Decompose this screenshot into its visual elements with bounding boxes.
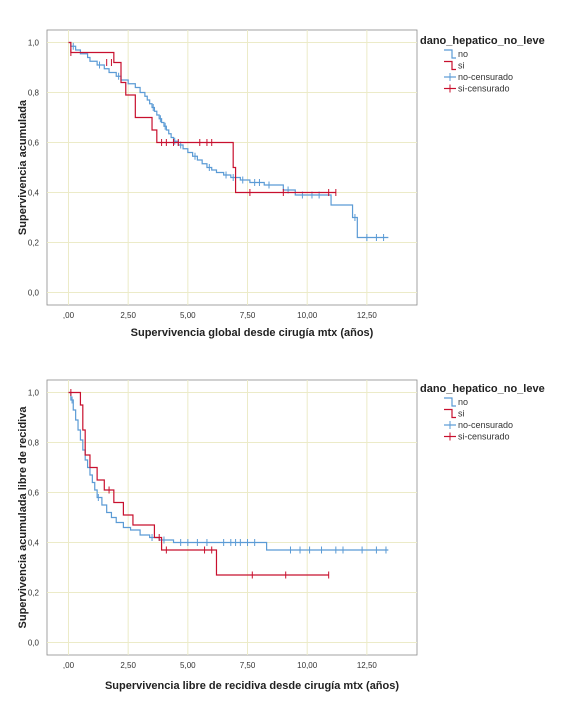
y-tick-label: 0,2 bbox=[28, 589, 40, 598]
x-tick-label: 7,50 bbox=[240, 661, 256, 670]
legend-label-si-censurado: si-censurado bbox=[458, 84, 510, 94]
x-axis-title: Supervivencia libre de recidiva desde ci… bbox=[105, 680, 399, 692]
y-tick-label: 1,0 bbox=[28, 389, 40, 398]
x-tick-label: 2,50 bbox=[120, 661, 136, 670]
x-axis-title: Supervivencia global desde cirugía mtx (… bbox=[131, 327, 374, 339]
legend-label-si-censurado: si-censurado bbox=[458, 432, 510, 442]
y-tick-label: 0,4 bbox=[28, 189, 40, 198]
legend-label-no-censurado: no-censurado bbox=[458, 72, 513, 82]
y-tick-label: 1,0 bbox=[28, 39, 40, 48]
y-axis-title: Supervivencia acumulada bbox=[17, 99, 29, 235]
legend-label-no: no bbox=[458, 49, 468, 59]
x-tick-label: 2,50 bbox=[120, 311, 136, 320]
x-tick-label: 12,50 bbox=[357, 661, 378, 670]
legend-title: dano_hepatico_no_leve bbox=[420, 383, 545, 395]
x-tick-label: ,00 bbox=[63, 661, 75, 670]
legend-swatch-si bbox=[444, 60, 456, 71]
legend-swatch-no bbox=[444, 49, 456, 59]
plot-area bbox=[46, 379, 418, 656]
chart-overall-survival: 0,0 0,2 0,4 0,6 0,8 1,0 ,00 2,50 5,00 7,50 10,00 12… bbox=[17, 29, 545, 339]
x-tick-label: 10,00 bbox=[297, 311, 318, 320]
legend-label-si: si bbox=[458, 61, 465, 71]
legend-label-no-censurado: no-censurado bbox=[458, 420, 513, 430]
x-tick-label: 12,50 bbox=[357, 311, 378, 320]
y-axis-title: Supervivencia acumulada libre de recidiv… bbox=[17, 406, 29, 629]
y-tick-label: 0,4 bbox=[28, 539, 40, 548]
survival-curve-no bbox=[68, 391, 389, 551]
y-tick-label: 0,8 bbox=[28, 439, 40, 448]
y-tick-label: 0,6 bbox=[28, 139, 40, 148]
x-tick-label: 5,00 bbox=[180, 311, 196, 320]
survival-curve-si bbox=[68, 41, 336, 194]
x-tick-label: 7,50 bbox=[240, 311, 256, 320]
legend-label-si: si bbox=[458, 409, 465, 419]
plot-area bbox=[46, 29, 418, 306]
survival-curve-no bbox=[68, 41, 389, 239]
chart-recurrence-free-survival: 0,0 0,2 0,4 0,6 0,8 1,0 ,00 2,50 5,00 7,50 10,00 12… bbox=[17, 379, 545, 692]
y-tick-label: 0,2 bbox=[28, 239, 40, 248]
y-tick-label: 0,8 bbox=[28, 89, 40, 98]
legend-label-no: no bbox=[458, 397, 468, 407]
x-tick-label: 5,00 bbox=[180, 661, 196, 670]
y-tick-label: 0,6 bbox=[28, 489, 40, 498]
x-tick-label: 10,00 bbox=[297, 661, 318, 670]
legend-title: dano_hepatico_no_leve bbox=[420, 35, 545, 47]
legend-swatch-si bbox=[444, 408, 456, 419]
x-tick-label: ,00 bbox=[63, 311, 75, 320]
y-tick-label: 0,0 bbox=[28, 289, 40, 298]
y-tick-label: 0,0 bbox=[28, 639, 40, 648]
legend-swatch-no bbox=[444, 397, 456, 407]
